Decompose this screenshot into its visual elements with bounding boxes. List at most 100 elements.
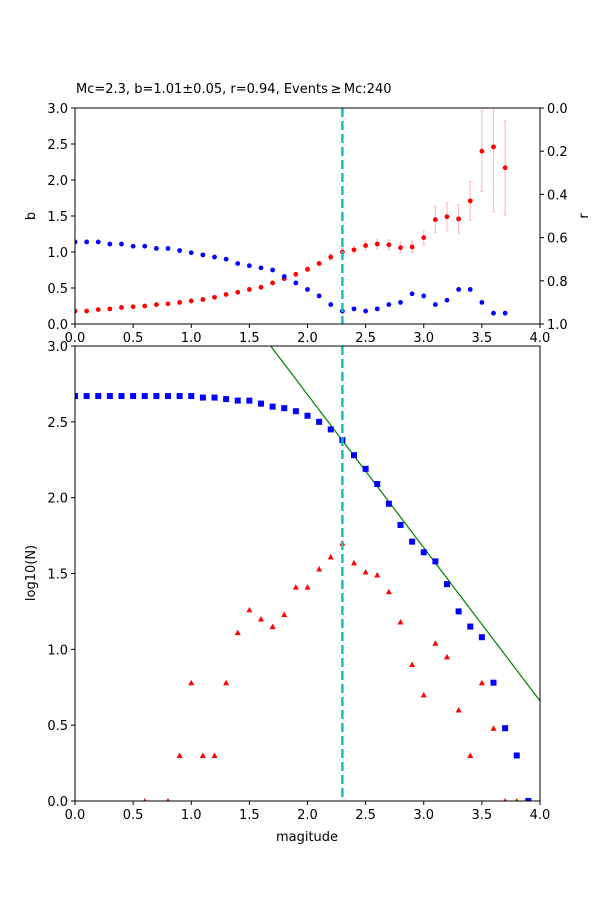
top-x-tick-label: 1.0 [181,331,202,346]
cumulative-point [223,396,230,403]
r-value-point [293,280,299,286]
noncumulative-point [397,619,404,625]
noncumulative-point [515,798,519,801]
noncumulative-point [223,679,230,686]
b-value-point [479,148,485,154]
top-chart-title: Mc=2.3, b=1.01±0.05, r=0.94, Events ≥ Mc… [76,82,392,97]
cumulative-point [118,393,125,400]
cumulative-point [455,608,462,615]
noncumulative-point [478,679,485,686]
noncumulative-point [258,616,264,622]
cumulative-point [467,623,474,630]
cumulative-point [83,393,90,400]
r-value-point [223,256,229,262]
r-value-point [467,287,473,292]
b-value-point [409,244,415,250]
top-x-tick-label: 0.0 [65,331,86,346]
top-y-tick-label: 1.5 [47,210,68,225]
top-right-y-tick-label: 0.4 [547,188,568,203]
top-x-tick-label: 1.5 [239,331,260,346]
r-value-point [75,239,78,245]
top-y-right-axis-label: r [577,213,592,219]
top-right-y-tick-label: 0.6 [547,232,568,247]
b-value-point [398,245,403,251]
b-value-point [316,261,322,266]
cumulative-point [269,403,276,410]
b-value-point [107,306,113,312]
noncumulative-point [304,584,311,590]
cumulative-point [362,465,369,472]
b-value-point [235,289,241,295]
cumulative-point [502,725,509,732]
bottom-x-tick-label: 3.0 [413,808,434,823]
b-value-point [386,242,392,248]
r-value-point [409,291,415,297]
b-value-point [200,297,206,302]
cumulative-point [258,400,264,407]
r-value-point [444,297,450,303]
bottom-y-tick-label: 0.5 [47,719,68,734]
noncumulative-point [281,611,288,617]
b-value-point [84,308,90,314]
r-value-point [130,243,136,249]
r-value-point [119,241,124,247]
b-value-point [328,254,334,260]
bottom-x-tick-label: 1.5 [239,808,260,823]
noncumulative-point [176,752,183,758]
top-x-tick-label: 3.5 [472,331,493,346]
bottom-y-axis-label: log10(N) [24,545,39,601]
cumulative-point [165,393,171,400]
noncumulative-point [374,572,381,578]
cumulative-point [478,634,485,641]
r-value-point [432,302,438,307]
cumulative-point [106,393,113,400]
r-value-point [363,308,369,314]
cumulative-point [153,393,160,400]
b-value-point [502,165,508,171]
r-value-point [398,300,403,305]
r-value-point [246,263,252,269]
noncumulative-point [166,798,170,801]
cumulative-point [397,521,404,528]
bottom-y-tick-label: 2.0 [47,492,68,507]
r-value-point [165,246,171,251]
top-right-y-tick-label: 0.8 [547,275,568,290]
cumulative-point [95,393,102,400]
b-value-point [119,305,124,310]
cumulative-point [385,500,392,507]
r-value-point [177,248,183,253]
cumulative-point [409,538,416,545]
top-right-y-tick-label: 1.0 [547,318,568,333]
r-value-point [188,250,194,256]
r-value-point [351,306,357,312]
bottom-x-tick-label: 0.0 [65,808,86,823]
noncumulative-point [246,606,253,613]
b-value-point [95,307,101,312]
cumulative-point [304,412,311,419]
bottom-y-tick-label: 0.0 [47,795,68,810]
r-value-point [479,300,485,305]
r-value-point [95,239,101,245]
bottom-x-tick-label: 4.0 [530,808,551,823]
cumulative-point [75,393,78,400]
noncumulative-point [292,584,299,590]
r-value-point [270,267,276,273]
b-value-point [153,302,159,307]
bottom-x-tick-label: 2.5 [355,808,376,823]
gr-fit-line [269,346,540,702]
b-value-point [351,247,357,253]
noncumulative-point [211,752,218,758]
cumulative-point [374,481,381,488]
b-value-point [467,198,473,204]
r-value-point [374,306,380,312]
bottom-y-tick-label: 3.0 [47,340,68,355]
noncumulative-point [143,798,147,801]
r-value-point [328,302,334,307]
cumulative-point [432,558,439,565]
top-y-tick-label: 0.5 [47,282,68,297]
r-value-point [212,254,217,260]
cumulative-point [234,397,241,404]
top-y-tick-label: 1.0 [47,246,68,261]
cumulative-point [525,798,532,801]
